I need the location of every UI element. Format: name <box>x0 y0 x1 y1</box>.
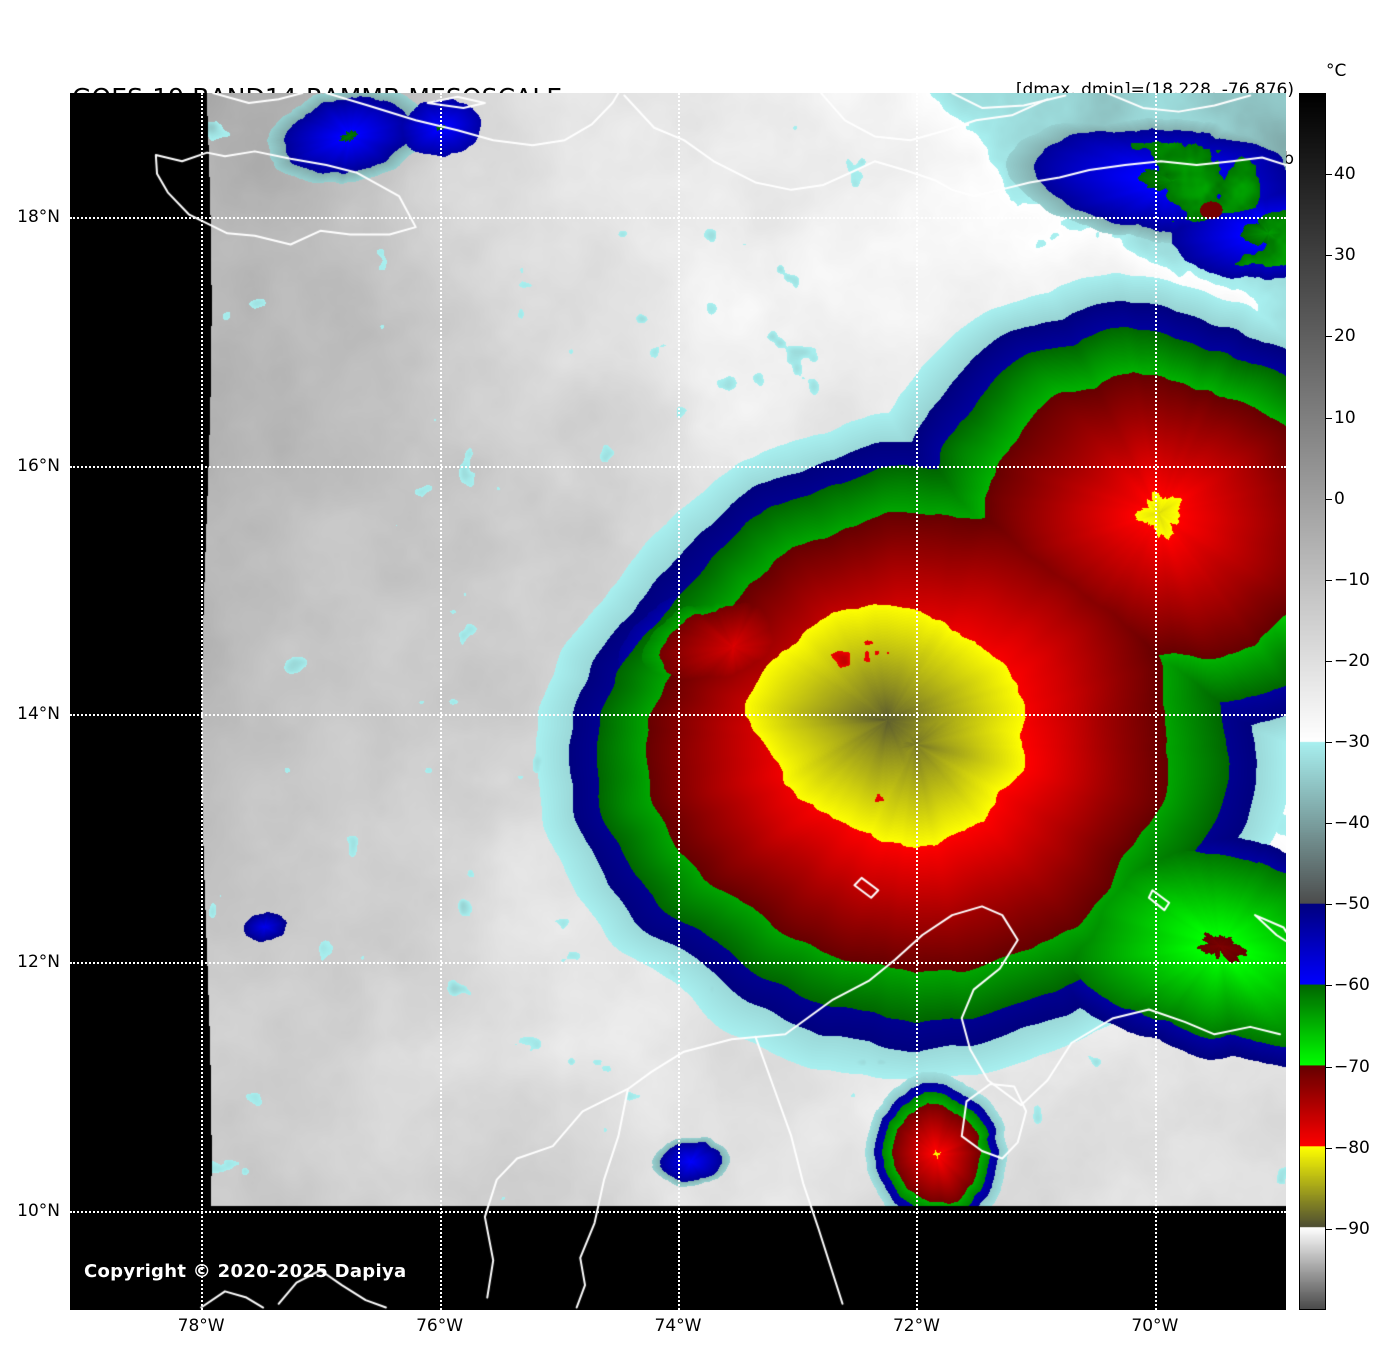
colorbar-tick-label: −70 <box>1334 1056 1370 1077</box>
colorbar-tick-mark <box>1326 336 1332 338</box>
colorbar-tick-label: 30 <box>1334 245 1356 266</box>
colorbar-tick-mark <box>1326 904 1332 906</box>
x-axis-tick-label: 76°W <box>416 1316 464 1336</box>
x-axis-tick-label: 74°W <box>654 1316 702 1336</box>
colorbar-tick-mark <box>1326 498 1332 500</box>
colorbar-tick-label: −10 <box>1334 569 1370 590</box>
y-axis-tick-label: 18°N <box>17 207 60 228</box>
colorbar-tick-mark <box>1326 1066 1332 1068</box>
colorbar-tick-label: −40 <box>1334 813 1370 834</box>
colorbar-tick-label: 10 <box>1334 407 1356 428</box>
colorbar-tick-mark <box>1326 660 1332 662</box>
colorbar-tick-mark <box>1326 823 1332 825</box>
y-axis-tick-label: 14°N <box>17 703 60 724</box>
colorbar-tick-mark <box>1326 255 1332 257</box>
x-axis-tick-label: 72°W <box>892 1316 940 1336</box>
y-axis-tick-label: 12°N <box>17 952 60 973</box>
colorbar-unit-label: °C <box>1326 61 1347 81</box>
colorbar-tick-label: 0 <box>1334 488 1345 509</box>
infrared-satellite-raster <box>70 93 1286 1310</box>
y-axis-tick-label: 16°N <box>17 455 60 476</box>
colorbar-tick-label: −20 <box>1334 650 1370 671</box>
colorbar-tick-label: −90 <box>1334 1218 1370 1239</box>
x-axis-tick-label: 78°W <box>177 1316 225 1336</box>
x-axis-tick-label: 70°W <box>1131 1316 1179 1336</box>
colorbar-tick-label: −60 <box>1334 975 1370 996</box>
colorbar-tick-mark <box>1326 174 1332 176</box>
colorbar-tick-mark <box>1326 742 1332 744</box>
colorbar-tick-mark <box>1326 417 1332 419</box>
colorbar-tick-label: 20 <box>1334 326 1356 347</box>
colorbar[interactable] <box>1299 93 1326 1310</box>
colorbar-tick-label: 40 <box>1334 164 1356 185</box>
satellite-image-plot[interactable]: Copyright © 2020-2025 Dapiya <box>70 93 1286 1310</box>
colorbar-tick-mark <box>1326 1147 1332 1149</box>
colorbar-tick-label: −50 <box>1334 894 1370 915</box>
colorbar-tick-mark <box>1326 1228 1332 1230</box>
colorbar-gradient <box>1299 93 1326 1310</box>
colorbar-tick-label: −30 <box>1334 732 1370 753</box>
copyright-label: Copyright © 2020-2025 Dapiya <box>84 1261 407 1282</box>
colorbar-tick-mark <box>1326 579 1332 581</box>
colorbar-tick-label: −80 <box>1334 1137 1370 1158</box>
colorbar-tick-mark <box>1326 985 1332 987</box>
y-axis-tick-label: 10°N <box>17 1200 60 1221</box>
